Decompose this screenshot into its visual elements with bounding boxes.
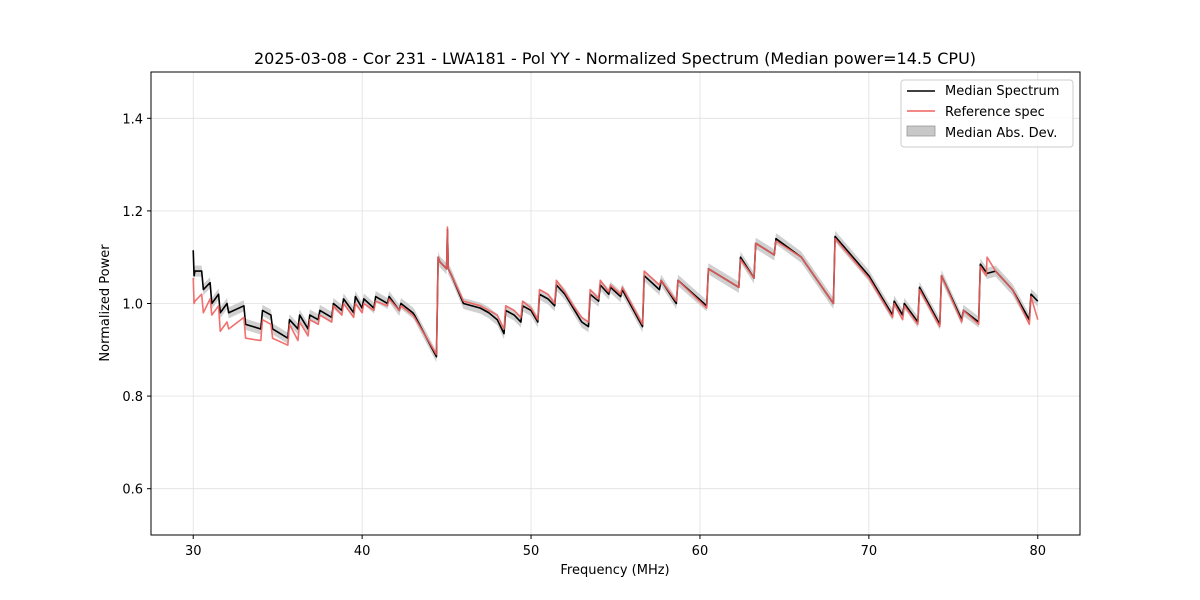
y-tick-label: 1.4 [122,112,143,127]
x-tick-label: 80 [1029,544,1046,559]
x-tick-label: 60 [692,544,709,559]
y-tick-label: 1.2 [122,205,143,220]
mad-band [193,223,1038,363]
mad-band-layer [193,223,1038,363]
x-tick-label: 30 [185,544,202,559]
y-tick-label: 1.0 [122,298,143,313]
legend-mad-swatch [906,125,936,137]
x-tick-label: 50 [523,544,540,559]
legend: Median Spectrum Reference spec Median Ab… [900,79,1074,148]
legend-reference-label: Reference spec [945,105,1045,120]
reference-spectrum-line [192,226,1039,356]
legend-mad-label: Median Abs. Dev. [945,126,1057,141]
y-tick-label: 0.8 [122,390,143,405]
x-axis-label: Frequency (MHz) [560,563,669,578]
legend-median-label: Median Spectrum [945,84,1059,99]
y-axis-label: Normalized Power [98,244,113,362]
x-tick-label: 70 [861,544,878,559]
chart-title: 2025-03-08 - Cor 231 - LWA181 - Pol YY -… [254,49,976,68]
legend-box [900,79,1074,148]
ticks: 30 40 50 60 70 80 0.6 0.8 1.0 1.2 1.4 [122,112,1046,559]
median-spectrum-line [192,228,1039,358]
y-tick-label: 0.6 [122,483,143,498]
series-layer [192,226,1039,358]
x-tick-label: 40 [354,544,371,559]
